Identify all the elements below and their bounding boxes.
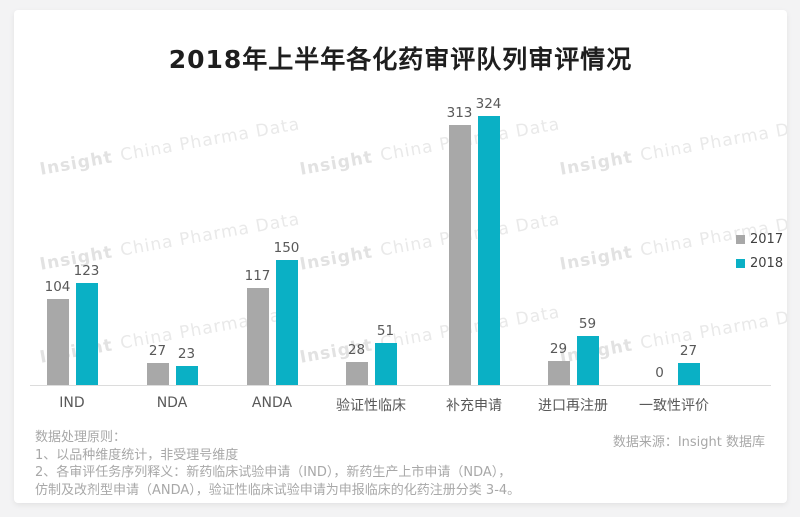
value-label-2018-进口再注册: 59 bbox=[578, 316, 597, 332]
value-label-2018-IND: 123 bbox=[73, 263, 100, 279]
bar-2018-IND bbox=[75, 283, 98, 385]
footer-note-line: 2、各审评任务序列释义：新药临床试验申请（IND），新药生产上市申请（NDA）， bbox=[35, 465, 512, 480]
footer-notes: 数据处理原则： 1、以品种维度统计，非受理号维度 2、各审评任务序列释义：新药临… bbox=[35, 429, 520, 499]
value-label-2018-验证性临床: 51 bbox=[376, 323, 395, 339]
footer-note-line: 1、以品种维度统计，非受理号维度 bbox=[35, 447, 239, 463]
value-label-2017-NDA: 27 bbox=[148, 343, 167, 359]
x-axis-line bbox=[30, 385, 771, 386]
legend-swatch-2018 bbox=[736, 259, 745, 268]
x-tick-label: IND bbox=[59, 395, 85, 411]
bar-2017-进口再注册 bbox=[547, 361, 570, 385]
chart-title: 2018年上半年各化药审评队列审评情况 bbox=[168, 45, 633, 74]
x-tick-label: NDA bbox=[156, 395, 188, 411]
x-tick-label: ANDA bbox=[251, 395, 293, 411]
x-tick-label: 补充申请 bbox=[446, 398, 502, 414]
bar-2017-ANDA bbox=[246, 288, 269, 385]
bar-2017-NDA bbox=[146, 363, 169, 385]
bar-2017-IND bbox=[46, 299, 69, 385]
value-label-2017-IND: 104 bbox=[44, 279, 71, 295]
bar-chart: IND 104 123 NDA 27 23 ANDA 117 150 验证性临床 28 51 补充申请 3… bbox=[14, 10, 787, 503]
footer-note-line: 仿制及改剂型申请（ANDA），验证性临床试验申请为申报临床的化药注册分类 3-4… bbox=[35, 482, 521, 498]
bar-2018-ANDA bbox=[275, 260, 298, 385]
bar-2018-一致性评价 bbox=[677, 363, 700, 385]
x-tick-label: 进口再注册 bbox=[538, 398, 608, 414]
x-tick-label: 一致性评价 bbox=[639, 398, 709, 414]
legend-item-2018: 2018 bbox=[736, 256, 783, 271]
value-label-2017-一致性评价: 0 bbox=[655, 365, 664, 381]
value-label-2018-一致性评价: 27 bbox=[679, 343, 698, 359]
value-label-2018-NDA: 23 bbox=[177, 346, 196, 362]
bar-2018-进口再注册 bbox=[576, 336, 599, 385]
value-label-2018-补充申请: 324 bbox=[475, 96, 502, 112]
chart-card: Insight China Pharma Data Insight China Pha… bbox=[14, 10, 787, 503]
legend-label-2018: 2018 bbox=[750, 256, 784, 271]
bar-2018-NDA bbox=[175, 366, 198, 385]
x-tick-label: 验证性临床 bbox=[336, 398, 406, 414]
footer-note-line: 数据处理原则： bbox=[35, 430, 127, 445]
bar-2017-补充申请 bbox=[448, 125, 471, 385]
legend-label-2017: 2017 bbox=[750, 232, 784, 247]
value-label-2017-进口再注册: 29 bbox=[549, 341, 568, 357]
bar-2018-补充申请 bbox=[477, 116, 500, 385]
chart-legend: 2017 2018 bbox=[736, 232, 783, 280]
value-label-2017-补充申请: 313 bbox=[446, 105, 473, 121]
value-label-2017-ANDA: 117 bbox=[244, 268, 271, 284]
value-label-2018-ANDA: 150 bbox=[273, 240, 300, 256]
value-label-2017-验证性临床: 28 bbox=[347, 342, 366, 358]
legend-item-2017: 2017 bbox=[736, 232, 783, 247]
bar-2017-验证性临床 bbox=[345, 362, 368, 385]
bar-2018-验证性临床 bbox=[374, 343, 397, 385]
legend-swatch-2017 bbox=[736, 235, 745, 244]
data-source-label: 数据来源：Insight 数据库 bbox=[612, 435, 765, 450]
